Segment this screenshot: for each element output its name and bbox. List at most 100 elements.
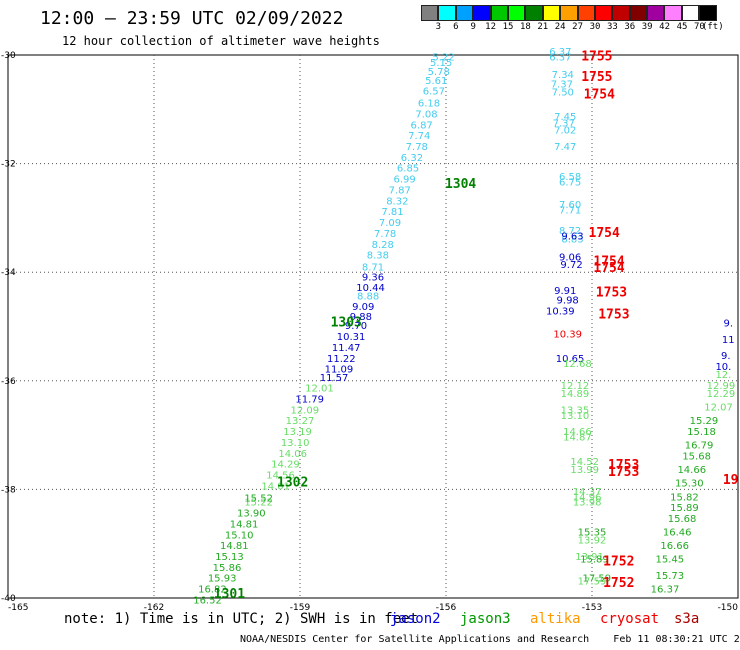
page-subtitle: 12 hour collection of altimeter wave hei… — [62, 34, 380, 48]
colorbar — [421, 5, 717, 21]
time-label: 1755 — [581, 49, 612, 64]
time-label: 1754 — [584, 87, 615, 102]
wave-height-value: 15.30 — [675, 479, 704, 490]
colorbar-swatch — [507, 5, 526, 21]
colorbar-swatch — [525, 5, 543, 21]
wave-height-value: 6.37 — [549, 47, 571, 58]
wave-height-value: 14.89 — [561, 389, 590, 400]
lon-tick-label: -150 — [718, 603, 739, 613]
colorbar-label: 12 — [485, 22, 497, 32]
wave-height-value: 7.60 — [559, 200, 581, 211]
lat-tick-label: -40 — [1, 594, 16, 604]
wave-height-value: 13.98 — [573, 498, 602, 509]
wave-height-value: 9.91 — [554, 286, 576, 297]
time-label: 1301 — [214, 587, 245, 602]
wave-height-value: 14.01 — [261, 481, 290, 492]
wave-height-value: 15.68 — [668, 514, 697, 525]
colorbar-label: 33 — [606, 22, 618, 32]
time-label: 1754 — [589, 226, 620, 241]
wave-height-value: 15.13 — [215, 552, 244, 563]
wave-height-value: 6.85 — [397, 164, 419, 175]
wave-height-value: 7.50 — [552, 88, 574, 99]
wave-height-value: 6.99 — [394, 175, 416, 186]
wave-height-value: 13.92 — [578, 536, 607, 547]
colorbar-swatch — [542, 5, 561, 21]
wave-height-value: 12.29 — [707, 389, 736, 400]
colorbar-label: 6 — [453, 22, 459, 32]
wave-height-value: 9.70 — [345, 321, 367, 332]
footer-credit: NOAA/NESDIS Center for Satellite Applica… — [240, 634, 740, 645]
colorbar-label: 15 — [502, 22, 514, 32]
time-label: 1753 — [608, 458, 639, 473]
wave-height-value: 9.98 — [557, 296, 579, 307]
wave-height-value: 14.66 — [563, 427, 592, 438]
wave-height-value: 6.32 — [401, 153, 423, 164]
wave-height-value: 14.52 — [570, 457, 599, 468]
colorbar-swatch — [560, 5, 578, 21]
lon-tick-label: -159 — [290, 603, 311, 613]
wave-height-value: 10.39 — [553, 329, 582, 340]
map-frame — [7, 54, 739, 599]
wave-height-value: 13.19 — [283, 427, 312, 438]
wave-height-value: 12.01 — [305, 384, 334, 395]
wave-height-value: 12.07 — [704, 403, 733, 414]
wave-height-value: 15.73 — [656, 571, 685, 582]
wave-height-value: 10.31 — [337, 332, 366, 343]
wave-height-value: 14.06 — [278, 449, 307, 460]
wave-height-value: 7.08 — [415, 109, 437, 120]
lon-tick-label: -156 — [436, 603, 457, 613]
wave-height-value: 13.35 — [561, 405, 590, 416]
wave-height-value: 7.34 — [552, 70, 574, 81]
colorbar-label: 9 — [470, 22, 476, 32]
wave-height-value: 15.52 — [244, 493, 273, 504]
wave-height-value: 15.45 — [656, 555, 685, 566]
wave-height-value: 14.66 — [677, 465, 706, 476]
wave-height-value: 6.57 — [423, 87, 445, 98]
wave-height-value: 9.06 — [559, 252, 581, 263]
colorbar-label: 70 — [693, 22, 705, 32]
wave-height-value: 9.88 — [350, 312, 372, 323]
time-label: 1752 — [603, 554, 634, 569]
page-title: 12:00 – 23:59 UTC 02/09/2022 — [40, 8, 344, 29]
wave-height-value: 11.57 — [320, 373, 349, 384]
wave-height-value: 10. — [715, 362, 731, 373]
wave-height-value: 7.81 — [381, 207, 403, 218]
wave-height-value: 14.81 — [230, 519, 259, 530]
wave-height-value: 15.68 — [682, 452, 711, 463]
wave-height-value: 15.22 — [244, 498, 273, 509]
wave-height-value: 6.75 — [559, 177, 581, 188]
wave-height-value: 14.96 — [573, 492, 602, 503]
legend-sat-0: jason2 — [390, 611, 441, 627]
wave-height-value: 15.18 — [687, 427, 716, 438]
time-label: 1304 — [445, 177, 476, 192]
wave-height-value: 13.10 — [561, 411, 590, 422]
time-label: 1754 — [593, 255, 624, 270]
time-label: 1752 — [603, 576, 634, 591]
wave-height-value: 15.93 — [208, 574, 237, 585]
wave-height-value: 14.56 — [266, 471, 295, 482]
wave-height-value: 11.09 — [325, 365, 354, 376]
lat-tick-label: -30 — [1, 51, 16, 61]
wave-height-value: 7.47 — [554, 142, 576, 153]
colorbar-swatch — [455, 5, 474, 21]
wave-height-value: 5.61 — [425, 76, 447, 87]
wave-height-value: 16.66 — [660, 541, 689, 552]
wave-height-value: 8.32 — [386, 196, 408, 207]
wave-height-value: 8.28 — [372, 240, 394, 251]
lon-tick-label: -153 — [582, 603, 602, 613]
colorbar-label: 36 — [624, 22, 636, 32]
time-label: 1303 — [331, 316, 362, 331]
wave-height-value: 6.37 — [549, 52, 571, 63]
time-label: 1753 — [608, 465, 639, 480]
credit-timestamp: Feb 11 08:30:21 UTC 2022 — [613, 634, 740, 645]
wave-height-value: 10.39 — [546, 307, 575, 318]
colorbar-label: 3 — [435, 22, 442, 32]
lat-tick-label: -38 — [1, 485, 16, 495]
wave-height-value: 13.99 — [570, 465, 599, 476]
colorbar-swatch — [629, 5, 648, 21]
legend-sat-3: cryosat — [600, 611, 660, 627]
wave-height-value: 12.12 — [561, 381, 590, 392]
time-label: 1755 — [581, 70, 612, 85]
wave-height-value: 12. — [715, 370, 731, 381]
